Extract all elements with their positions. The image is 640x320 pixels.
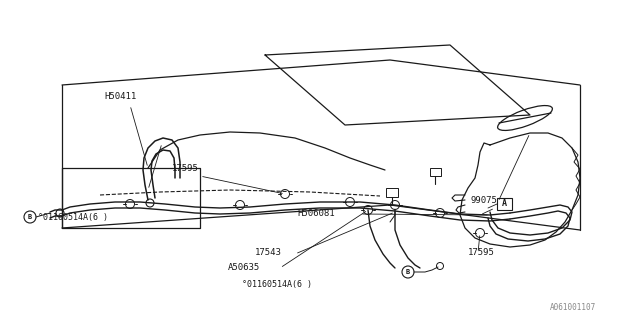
Text: 17595: 17595	[468, 247, 495, 257]
Text: 99075: 99075	[470, 196, 497, 204]
Text: A50635: A50635	[228, 263, 260, 273]
Text: 17595: 17595	[172, 164, 199, 172]
Bar	[386, 188, 398, 197]
Text: 17543: 17543	[255, 247, 282, 257]
Text: H50411: H50411	[104, 92, 136, 100]
Text: H506081: H506081	[297, 209, 335, 218]
Text: B: B	[406, 269, 410, 275]
Text: A: A	[502, 198, 507, 207]
Text: A061001107: A061001107	[550, 303, 596, 313]
Bar	[430, 168, 441, 176]
Text: °01160514A(6 ): °01160514A(6 )	[38, 212, 108, 221]
Bar	[497, 198, 512, 210]
Text: B: B	[28, 214, 32, 220]
Text: °01160514A(6 ): °01160514A(6 )	[242, 279, 312, 289]
